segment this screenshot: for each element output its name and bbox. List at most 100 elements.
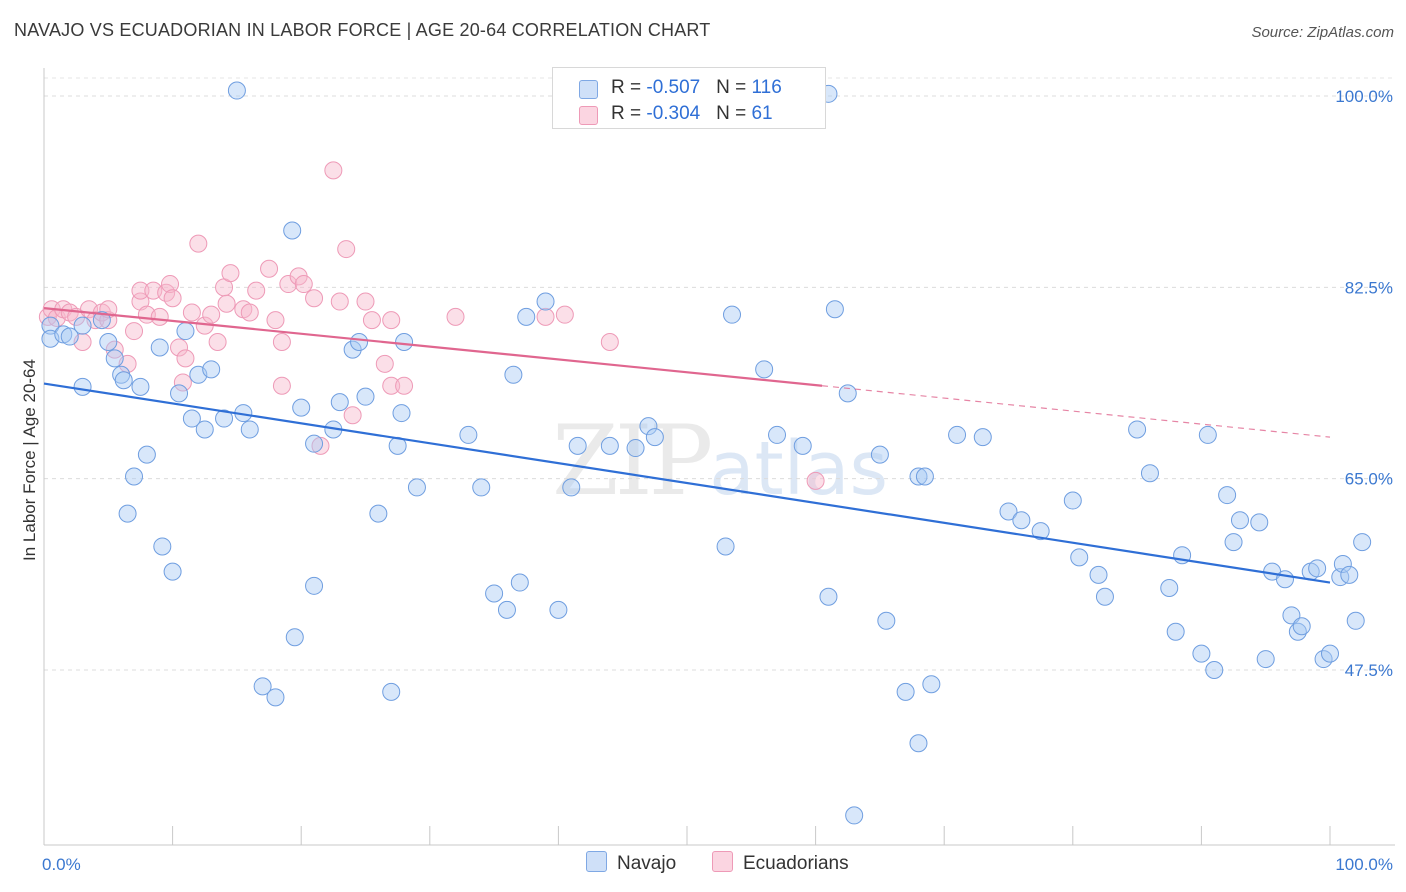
navajo-point <box>825 300 844 319</box>
legend-r-label: R = <box>611 103 647 124</box>
legend-r-label: R = <box>611 77 647 98</box>
ecuadorians-point <box>202 305 221 324</box>
y-tick-label: 100.0% <box>1335 87 1393 106</box>
navajo-point <box>1353 533 1372 552</box>
ecuadorians-points <box>38 161 825 490</box>
navajo-point <box>73 316 92 335</box>
navajo-point <box>1198 425 1217 444</box>
navajo-point <box>510 573 529 592</box>
navajo-point <box>163 562 182 581</box>
navajo-point <box>285 628 304 647</box>
gridlines <box>44 77 1395 671</box>
ecuadorians-point <box>311 436 330 455</box>
navajo-point <box>215 409 234 428</box>
ecuadorians-point <box>395 376 414 395</box>
navajo-point <box>568 436 587 455</box>
navajo-point <box>459 425 478 444</box>
navajo-point <box>896 682 915 701</box>
navajo-point <box>723 305 742 324</box>
ecuadorians-point <box>182 303 201 322</box>
navajo-point <box>909 734 928 753</box>
ecuadorians-point <box>305 289 324 308</box>
navajo-point <box>1031 522 1050 541</box>
navajo-point <box>497 600 516 619</box>
legend-swatch-ecuadorians <box>579 106 598 125</box>
navajo-point <box>1128 420 1147 439</box>
navajo-point <box>41 316 60 335</box>
navajo-point <box>131 377 150 396</box>
legend-row-ecuadorians: R = -0.304 N = 61 <box>553 101 825 127</box>
legend-n-label: N = <box>716 77 752 98</box>
navajo-point <box>1012 511 1031 530</box>
navajo-point <box>793 436 812 455</box>
navajo-point <box>645 428 664 447</box>
ecuadorians-point <box>217 294 236 313</box>
navajo-point <box>240 420 259 439</box>
navajo-point <box>356 387 375 406</box>
y-tick-label: 47.5% <box>1345 661 1393 680</box>
navajo-point <box>1331 568 1350 587</box>
ecuadorians-point <box>208 333 227 351</box>
navajo-point <box>948 425 967 444</box>
ecuadorians-point <box>150 307 169 326</box>
navajo-point <box>305 434 324 453</box>
navajo-point <box>716 537 735 556</box>
ecuadorians-point <box>260 259 279 278</box>
ecuadorians-point <box>324 161 343 180</box>
navajo-point <box>195 420 214 439</box>
navajo-point <box>1308 559 1327 578</box>
navajo-point <box>153 537 172 556</box>
bottom-legend-swatch-navajo <box>586 851 607 872</box>
ecuadorians-point <box>176 349 195 368</box>
navajo-point <box>562 478 581 497</box>
legend-n-value: 61 <box>751 103 773 124</box>
legend-n-value: 116 <box>751 77 782 98</box>
navajo-point <box>922 675 941 694</box>
ecuadorians-point <box>446 307 465 326</box>
ecuadorians-point <box>362 311 381 330</box>
ecuadorians-point <box>240 303 259 322</box>
navajo-point <box>283 221 302 240</box>
ecuadorians-point <box>536 307 555 326</box>
navajo-trend-line <box>43 382 1331 584</box>
ecuadorians-point <box>343 406 362 425</box>
bottom-legend-label-ecuadorians: Ecuadorians <box>743 853 849 874</box>
navajo-point <box>305 576 324 595</box>
ecuadorians-point <box>170 338 189 357</box>
bottom-legend-ecuadorians: Ecuadorians <box>712 851 849 875</box>
navajo-point <box>1292 617 1311 636</box>
legend-r-value: -0.304 <box>646 103 701 124</box>
y-tick-label: 65.0% <box>1345 470 1393 489</box>
ecuadorians-point <box>131 292 150 311</box>
ecuadorians-point <box>125 322 144 341</box>
navajo-point <box>137 445 156 464</box>
navajo-point <box>118 504 137 523</box>
navajo-point <box>485 584 504 603</box>
navajo-point <box>504 365 523 384</box>
ecuadorians-point <box>189 234 208 253</box>
x-tick-label: 100.0% <box>1335 855 1393 874</box>
navajo-point <box>915 467 934 486</box>
navajo-point <box>1070 548 1089 567</box>
navajo-point <box>1282 606 1301 625</box>
navajo-point <box>768 425 787 444</box>
ecuadorians-point <box>806 471 825 490</box>
ecuadorians-point <box>337 240 356 259</box>
navajo-point <box>369 504 388 523</box>
ecuadorians-point <box>600 333 619 351</box>
ecuadorians-point <box>161 275 180 294</box>
ecuadorians-point <box>173 373 192 392</box>
navajo-point <box>1095 587 1114 606</box>
navajo-point <box>472 478 491 497</box>
ecuadorians-point <box>279 275 298 294</box>
navajo-point <box>1224 533 1243 552</box>
legend-row-navajo: R = -0.507 N = 116 <box>553 75 825 101</box>
navajo-points <box>41 81 1372 825</box>
navajo-point <box>114 371 133 390</box>
watermark-zip: ZIP <box>552 405 713 517</box>
x-tick-label: 0.0% <box>42 855 81 874</box>
navajo-point <box>1192 644 1211 663</box>
ecuadorians-point <box>375 354 394 373</box>
navajo-point <box>330 393 349 412</box>
